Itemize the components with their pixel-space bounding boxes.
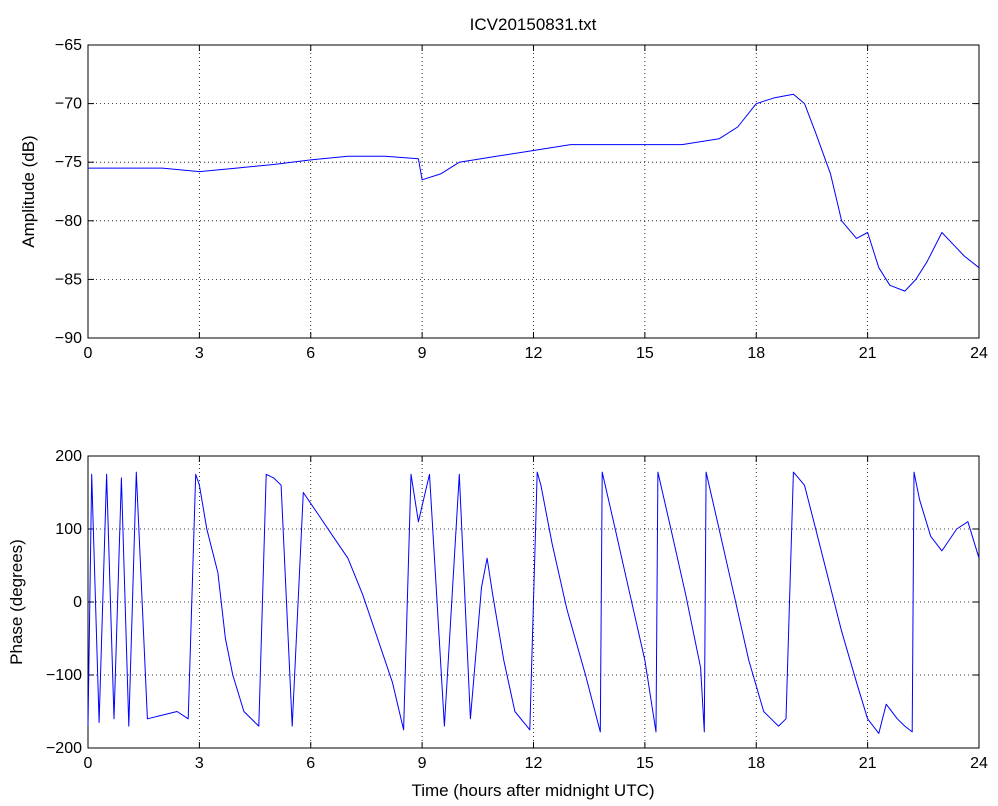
amplitude-x-tick-label: 3 bbox=[195, 345, 204, 362]
phase-y-label: Phase (degrees) bbox=[7, 539, 26, 665]
amplitude-y-tick-label: −90 bbox=[55, 330, 82, 347]
phase-x-tick-label: 24 bbox=[970, 755, 988, 772]
phase-ticks: 0 3 6 9 12 15 18 21 24 200 100 0 −100 −200 bbox=[46, 448, 988, 772]
phase-x-tick-label: 6 bbox=[306, 755, 315, 772]
amplitude-x-tick-label: 0 bbox=[84, 345, 93, 362]
phase-y-tick-label: −200 bbox=[46, 740, 82, 757]
phase-series-line bbox=[87, 471, 980, 734]
phase-x-tick-label: 3 bbox=[195, 755, 204, 772]
amplitude-x-tick-label: 18 bbox=[747, 345, 765, 362]
phase-x-tick-label: 0 bbox=[84, 755, 93, 772]
phase-x-tick-label: 9 bbox=[418, 755, 427, 772]
amplitude-trace bbox=[88, 93, 980, 292]
phase-x-tick-label: 21 bbox=[859, 755, 877, 772]
amplitude-series-line bbox=[88, 93, 980, 292]
amplitude-x-tick-label: 24 bbox=[970, 345, 988, 362]
amplitude-y-tick-label: −75 bbox=[55, 154, 82, 171]
amplitude-x-tick-label: 9 bbox=[418, 345, 427, 362]
chart-title: ICV20150831.txt bbox=[470, 15, 597, 34]
phase-y-tick-label: −100 bbox=[46, 667, 82, 684]
amplitude-ticks: 0 3 6 9 12 15 18 21 24 −65 −70 −75 −80 −85 −90 bbox=[55, 37, 988, 362]
phase-y-tick-label: 100 bbox=[55, 521, 82, 538]
phase-y-tick-label: 0 bbox=[73, 594, 82, 611]
amplitude-y-label: Amplitude (dB) bbox=[19, 135, 38, 247]
amplitude-y-tick-label: −80 bbox=[55, 213, 82, 230]
amplitude-x-tick-label: 6 bbox=[306, 345, 315, 362]
amplitude-plot-frame bbox=[87, 44, 980, 339]
amplitude-y-tick-label: −65 bbox=[55, 37, 82, 54]
phase-x-tick-label: 12 bbox=[525, 755, 543, 772]
amplitude-y-tick-label: −85 bbox=[55, 271, 82, 288]
amplitude-axes: 0 3 6 9 12 15 18 21 24 −65 −70 −75 −80 −85 −90 ICV2015… bbox=[19, 15, 988, 362]
phase-axes: 0 3 6 9 12 15 18 21 24 200 100 0 −100 −200 Time (hour… bbox=[7, 448, 988, 800]
phase-x-tick-label: 15 bbox=[636, 755, 654, 772]
amplitude-x-tick-label: 12 bbox=[525, 345, 543, 362]
amplitude-y-tick-label: −70 bbox=[55, 96, 82, 113]
amplitude-x-tick-label: 15 bbox=[636, 345, 654, 362]
phase-y-tick-label: 200 bbox=[55, 448, 82, 465]
amplitude-grid bbox=[88, 45, 979, 338]
phase-x-label: Time (hours after midnight UTC) bbox=[411, 781, 654, 800]
amplitude-x-tick-label: 21 bbox=[859, 345, 877, 362]
phase-x-tick-label: 18 bbox=[747, 755, 765, 772]
phase-trace bbox=[87, 471, 980, 734]
